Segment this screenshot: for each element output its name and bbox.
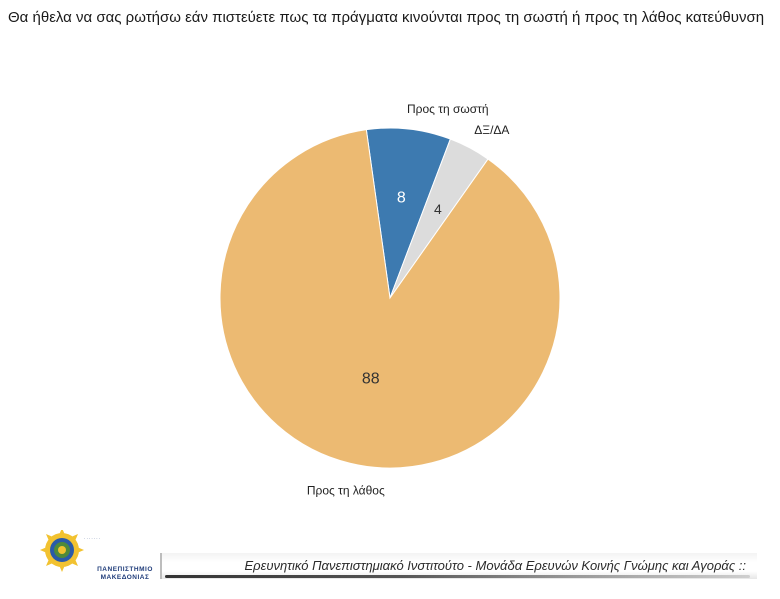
pie-slice-2: [219, 129, 561, 469]
slice-category-label: Προς τη λάθος: [307, 484, 385, 498]
footer-bar: [160, 553, 757, 579]
slice-value-label: 88: [362, 370, 380, 387]
logo-line-2: ΜΑΚΕΔΟΝΙΑΣ: [100, 574, 150, 581]
footer-text: Ερευνητικό Πανεπιστημιακό Ινστιτούτο - Μ…: [244, 558, 746, 573]
page-title: Θα ήθελα να σας ρωτήσω εάν πιστεύετε πως…: [8, 9, 765, 26]
slice-category-label: ΔΞ/ΔΑ: [474, 123, 509, 137]
svg-text:· · · · · · ·: · · · · · · ·: [84, 536, 100, 541]
slice-value-label: 4: [434, 201, 442, 217]
university-logo: · · · · · · · ΠΑΝΕΠΙΣΤΗΜΙΟ ΜΑΚΕΔΟΝΙΑΣ: [38, 528, 152, 586]
slice-value-label: 8: [397, 190, 406, 207]
university-seal-icon: · · · · · · ·: [40, 528, 100, 572]
footer-underline: [165, 575, 750, 578]
logo-line-1: ΠΑΝΕΠΙΣΤΗΜΙΟ: [97, 566, 153, 573]
slice-category-label: Προς τη σωστή: [407, 102, 489, 116]
